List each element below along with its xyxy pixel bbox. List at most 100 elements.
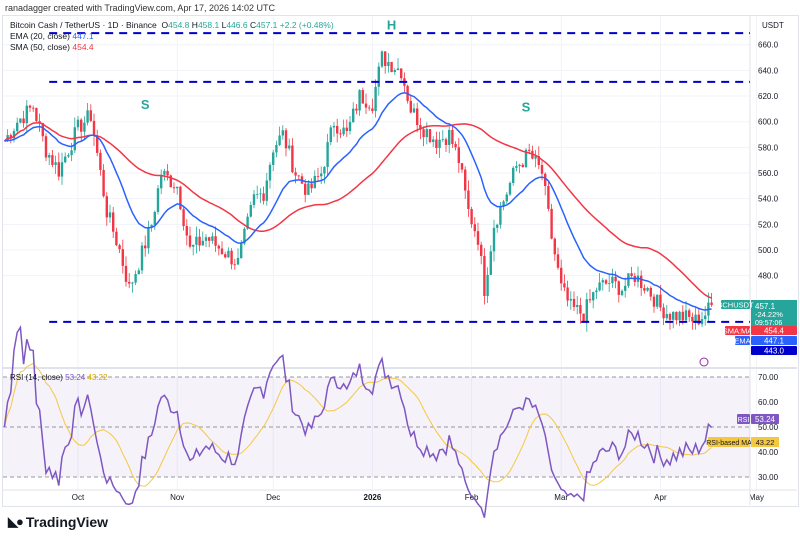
candle-body bbox=[163, 170, 166, 175]
candle-body bbox=[598, 282, 601, 291]
candle-body bbox=[512, 167, 515, 183]
chart-legend: Bitcoin Cash / TetherUS · 1D · Binance O… bbox=[10, 20, 334, 53]
candle-body bbox=[243, 228, 246, 244]
symbol-tag-bg bbox=[721, 300, 750, 309]
candle-body bbox=[374, 86, 377, 112]
c-label: C bbox=[249, 20, 257, 30]
candle-body bbox=[25, 105, 28, 124]
candle-body bbox=[643, 288, 646, 291]
ema-line bbox=[4, 92, 712, 311]
candle-body bbox=[352, 108, 355, 123]
rsi-tag: RSI bbox=[738, 417, 750, 424]
candle-body bbox=[176, 186, 179, 189]
candle-body bbox=[486, 274, 489, 296]
rsi-value-bg bbox=[751, 414, 779, 424]
price-tick: 660.0 bbox=[758, 41, 779, 50]
candle-body bbox=[412, 108, 416, 113]
candle-body bbox=[57, 162, 60, 177]
candle-body bbox=[310, 183, 313, 189]
h-label: H bbox=[191, 20, 198, 30]
candle-body bbox=[220, 248, 224, 255]
candle-body bbox=[441, 139, 444, 141]
candle-body bbox=[121, 249, 124, 266]
candle-body bbox=[576, 305, 579, 307]
candle-body bbox=[384, 51, 387, 67]
candle-body bbox=[483, 255, 486, 296]
candle-body bbox=[502, 201, 505, 207]
price-tick: 580.0 bbox=[758, 143, 779, 152]
candle-body bbox=[297, 175, 300, 177]
candle-body bbox=[681, 311, 684, 321]
rsi-value: 53.24 bbox=[755, 415, 776, 424]
candle-body bbox=[172, 187, 176, 189]
candle-body bbox=[368, 107, 371, 109]
candle-body bbox=[51, 155, 54, 165]
candle-body bbox=[92, 120, 96, 136]
time-tick: Nov bbox=[170, 493, 184, 502]
tradingview-logo: ◣● TradingView bbox=[8, 514, 108, 530]
candle-body bbox=[524, 149, 528, 168]
rsi-tick: 30.00 bbox=[758, 473, 779, 482]
candle-body bbox=[115, 231, 118, 246]
last-change: -24.22% bbox=[755, 310, 783, 319]
ema-tag: EMA bbox=[734, 337, 750, 346]
ema-legend[interactable]: EMA (20, close) bbox=[10, 31, 70, 41]
candle-body bbox=[160, 174, 163, 189]
candle-body bbox=[432, 139, 435, 142]
candle-body bbox=[9, 135, 12, 139]
rsi-ma-tag: RSI-based MA bbox=[706, 440, 752, 447]
candle-body bbox=[246, 216, 249, 229]
price-tick: 480.0 bbox=[758, 272, 779, 281]
candle-body bbox=[668, 314, 672, 320]
candle-body bbox=[492, 227, 496, 252]
candle-body bbox=[688, 310, 691, 317]
candle-body bbox=[140, 245, 144, 271]
rsi-tick: 50.00 bbox=[758, 423, 779, 432]
candle-body bbox=[662, 307, 665, 319]
candle-body bbox=[444, 139, 448, 145]
currency-label: USDT bbox=[762, 21, 784, 30]
candle-body bbox=[416, 108, 419, 126]
candle-body bbox=[342, 127, 345, 135]
sma-price: 454.4 bbox=[764, 327, 785, 336]
candle-body bbox=[553, 238, 556, 255]
candle-body bbox=[89, 110, 92, 121]
candle-body bbox=[518, 164, 521, 167]
candle-body bbox=[131, 282, 134, 284]
candle-body bbox=[70, 150, 73, 156]
candle-body bbox=[601, 280, 604, 283]
rsi-ma-value-bg bbox=[751, 437, 779, 447]
candle-body bbox=[44, 136, 48, 158]
sma-tag-bg bbox=[725, 326, 750, 335]
candle-body bbox=[649, 287, 652, 297]
candle-body bbox=[83, 122, 86, 132]
candle-body bbox=[326, 142, 329, 167]
candle-body bbox=[188, 235, 192, 247]
candle-body bbox=[201, 240, 204, 246]
candle-body bbox=[608, 283, 611, 284]
candle-body bbox=[640, 275, 643, 289]
candle-body bbox=[476, 231, 480, 245]
candle-body bbox=[614, 276, 617, 282]
candle-body bbox=[54, 162, 57, 165]
candle-body bbox=[364, 103, 368, 108]
candle-body bbox=[556, 254, 560, 268]
pattern-label: S bbox=[141, 97, 150, 112]
candle-body bbox=[272, 152, 275, 165]
sma-line bbox=[3, 122, 712, 299]
candle-body bbox=[304, 183, 307, 195]
candle-body bbox=[627, 273, 630, 286]
sma-legend[interactable]: SMA (50, close) bbox=[10, 42, 70, 52]
price-tick: 540.0 bbox=[758, 195, 779, 204]
candle-body bbox=[508, 182, 512, 195]
event-icon bbox=[699, 357, 709, 367]
chart-frame bbox=[2, 15, 799, 507]
candle-body bbox=[387, 61, 390, 67]
candle-body bbox=[99, 152, 102, 170]
candle-body bbox=[496, 224, 499, 228]
candle-body bbox=[572, 298, 576, 307]
time-tick: Oct bbox=[72, 493, 85, 502]
rsi-legend[interactable]: RSI (14, close) 53.24 43.22 bbox=[10, 373, 107, 382]
candle-body bbox=[566, 287, 569, 301]
